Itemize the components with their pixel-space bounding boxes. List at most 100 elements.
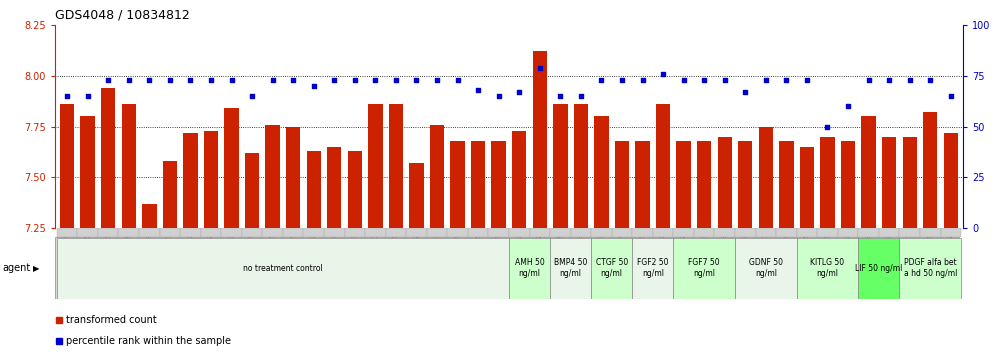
Bar — [283, 228, 304, 237]
Bar — [139, 228, 159, 237]
Bar — [366, 228, 385, 237]
Bar — [385, 228, 406, 237]
Point — [861, 77, 876, 82]
Text: FGF2 50
ng/ml: FGF2 50 ng/ml — [637, 258, 668, 278]
Bar — [615, 141, 629, 228]
Bar — [738, 141, 753, 228]
Point — [737, 89, 753, 95]
Point — [244, 93, 260, 99]
Text: no treatment control: no treatment control — [243, 264, 323, 273]
Bar — [471, 141, 485, 228]
Bar — [862, 116, 875, 228]
Bar — [800, 147, 814, 228]
Point — [614, 77, 629, 82]
Point — [162, 77, 178, 82]
Bar — [245, 153, 259, 228]
Text: GDS4048 / 10834812: GDS4048 / 10834812 — [55, 9, 189, 22]
Bar — [635, 141, 649, 228]
Point — [80, 93, 96, 99]
Point — [943, 93, 959, 99]
Point — [368, 77, 383, 82]
Bar — [509, 238, 550, 298]
Bar — [735, 228, 756, 237]
Bar — [899, 238, 961, 298]
Bar — [57, 238, 509, 298]
Bar — [714, 228, 735, 237]
Bar — [797, 228, 818, 237]
Text: KITLG 50
ng/ml: KITLG 50 ng/ml — [811, 258, 845, 278]
Point — [347, 77, 363, 82]
Bar — [656, 104, 670, 228]
Bar — [821, 137, 835, 228]
Point — [101, 77, 117, 82]
Bar — [735, 238, 797, 298]
Bar — [242, 228, 262, 237]
Bar — [571, 228, 592, 237]
Bar — [348, 151, 362, 228]
Bar — [450, 141, 465, 228]
Point — [840, 103, 856, 109]
Bar — [221, 228, 242, 237]
Point — [758, 77, 774, 82]
Text: FGF7 50
ng/ml: FGF7 50 ng/ml — [688, 258, 720, 278]
Bar — [574, 104, 588, 228]
Point — [491, 93, 507, 99]
Bar — [673, 238, 735, 298]
Point — [223, 77, 239, 82]
Point — [59, 93, 75, 99]
Bar — [78, 228, 98, 237]
Text: percentile rank within the sample: percentile rank within the sample — [66, 336, 231, 346]
Point — [696, 77, 712, 82]
Bar — [923, 112, 937, 228]
Bar — [779, 141, 794, 228]
Bar — [488, 228, 509, 237]
Point — [901, 77, 917, 82]
Bar — [550, 228, 571, 237]
Bar — [756, 228, 776, 237]
Point — [388, 77, 404, 82]
Bar — [60, 104, 75, 228]
Bar — [307, 151, 321, 228]
Text: AMH 50
ng/ml: AMH 50 ng/ml — [515, 258, 545, 278]
Bar — [265, 125, 280, 228]
Bar — [512, 131, 527, 228]
Bar — [286, 126, 301, 228]
Bar — [632, 238, 673, 298]
Bar — [262, 228, 283, 237]
Bar — [324, 228, 345, 237]
Point — [470, 87, 486, 93]
Point — [182, 77, 198, 82]
Point — [532, 65, 548, 70]
Point — [655, 71, 671, 76]
Bar — [943, 133, 958, 228]
Point — [429, 77, 445, 82]
Bar — [697, 141, 711, 228]
Bar — [818, 228, 838, 237]
Point — [511, 89, 527, 95]
Bar — [676, 141, 691, 228]
Point — [265, 77, 281, 82]
Bar — [304, 228, 324, 237]
Bar — [899, 228, 920, 237]
Bar — [632, 228, 652, 237]
Point — [573, 93, 589, 99]
Bar — [694, 228, 714, 237]
Bar — [797, 238, 859, 298]
Bar — [612, 228, 632, 237]
Point — [799, 77, 815, 82]
Point — [922, 77, 938, 82]
Bar — [592, 228, 612, 237]
Bar — [530, 228, 550, 237]
Bar — [447, 228, 468, 237]
Bar — [717, 137, 732, 228]
Point — [203, 77, 219, 82]
Bar — [57, 228, 78, 237]
Text: agent: agent — [2, 263, 30, 273]
Bar — [430, 125, 444, 228]
Text: CTGF 50
ng/ml: CTGF 50 ng/ml — [596, 258, 627, 278]
Bar — [409, 163, 423, 228]
Bar — [759, 126, 773, 228]
Bar — [98, 228, 119, 237]
Point — [306, 83, 322, 89]
Bar — [200, 228, 221, 237]
